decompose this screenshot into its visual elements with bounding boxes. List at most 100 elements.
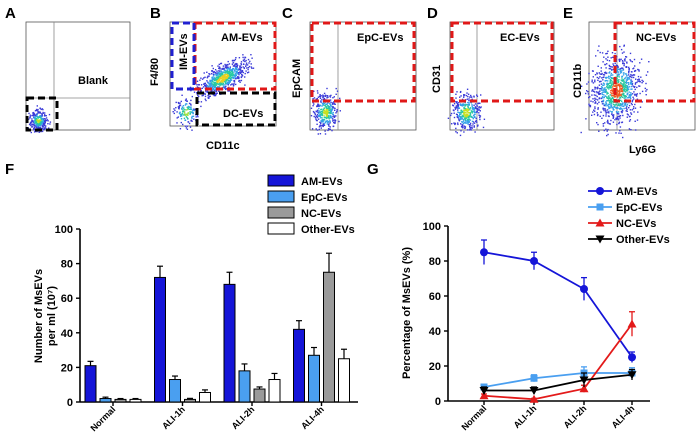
bar-other-evs: [268, 379, 281, 403]
density-dot: [601, 52, 604, 54]
density-dot: [460, 95, 462, 97]
density-dot: [328, 109, 330, 111]
density-dot: [458, 102, 460, 104]
density-dot: [605, 105, 607, 107]
density-dot: [464, 109, 466, 112]
density-dot: [596, 91, 598, 93]
density-dot: [40, 108, 42, 111]
density-dot: [232, 65, 235, 67]
density-dot: [44, 112, 46, 114]
density-dot: [217, 73, 219, 76]
density-dot: [616, 56, 618, 58]
density-dot: [318, 112, 320, 114]
density-dot: [628, 91, 630, 93]
density-dot: [250, 63, 252, 65]
flow-panel-e: E NC-EVs Ly6G CD11b: [563, 5, 696, 156]
density-dot: [461, 126, 463, 128]
density-dot: [626, 89, 629, 92]
density-dot: [190, 89, 192, 92]
density-dot: [335, 87, 337, 90]
density-dot: [41, 123, 43, 125]
density-dot: [245, 62, 248, 64]
density-dot: [222, 79, 225, 81]
density-dot: [227, 60, 229, 63]
legend-marker-g: [595, 235, 605, 244]
density-dot: [236, 64, 239, 66]
density-dot: [631, 71, 633, 73]
density-dot: [471, 127, 473, 129]
density-dot: [621, 100, 623, 102]
density-dot: [178, 106, 180, 109]
density-dot: [639, 62, 641, 64]
density-dot: [471, 104, 473, 106]
density-dot: [189, 113, 191, 115]
density-dot: [333, 116, 336, 118]
density-dot: [327, 105, 330, 107]
density-dot: [631, 83, 633, 85]
density-dot: [323, 110, 326, 112]
density-dot: [205, 90, 207, 93]
density-dot: [631, 82, 634, 85]
density-dot: [608, 112, 610, 114]
density-dot: [607, 122, 609, 124]
density-dot: [467, 109, 469, 111]
density-dot: [610, 98, 612, 101]
x-tick-label-f: ALI-1h: [160, 404, 187, 431]
density-dot: [599, 88, 601, 90]
density-dot: [187, 112, 189, 114]
density-dot: [603, 96, 605, 98]
density-dot: [626, 85, 629, 87]
density-dot: [620, 104, 622, 107]
density-dot: [318, 105, 320, 108]
density-dot: [628, 95, 630, 97]
density-dot: [213, 83, 216, 85]
density-dot: [473, 107, 476, 109]
density-dot: [215, 82, 218, 84]
density-dot: [467, 123, 469, 125]
density-dot: [42, 123, 45, 126]
density-dot: [611, 100, 614, 103]
density-dot: [220, 81, 222, 83]
density-dot: [610, 105, 613, 107]
density-dot: [624, 78, 626, 80]
density-dot: [610, 74, 612, 76]
density-dot: [462, 127, 464, 129]
density-dot: [587, 91, 589, 93]
density-dot: [322, 104, 324, 106]
density-dot: [30, 124, 32, 126]
density-dot: [604, 95, 606, 97]
density-dot: [196, 114, 199, 117]
density-dot: [596, 99, 599, 101]
density-dot: [467, 110, 469, 113]
density-dot: [462, 111, 464, 113]
density-dot: [616, 106, 619, 109]
density-dot: [460, 104, 462, 106]
density-dot: [621, 108, 623, 110]
density-dot: [325, 114, 327, 116]
density-dot: [592, 70, 594, 72]
bar-nc-evs: [323, 271, 335, 403]
density-dot: [186, 114, 188, 116]
density-dot: [467, 104, 469, 106]
density-dot: [611, 77, 613, 79]
density-dot: [605, 53, 607, 55]
density-dot: [623, 107, 625, 110]
legend-label-g: Other-EVs: [616, 234, 670, 246]
density-dot: [619, 97, 621, 99]
density-dot: [38, 119, 40, 122]
density-dot: [450, 114, 452, 117]
density-dot: [327, 105, 329, 107]
x-tick-label-f: ALI-2h: [230, 404, 257, 431]
density-dot: [224, 66, 227, 69]
density-dot: [622, 96, 624, 98]
density-dot: [638, 79, 641, 81]
point-am-evs: [580, 285, 588, 293]
panel-label-a: A: [5, 5, 16, 22]
gate-nc-evs: [613, 21, 696, 103]
density-dot: [607, 121, 609, 123]
density-dot: [626, 79, 629, 81]
density-dot: [327, 96, 329, 98]
density-dot: [319, 94, 321, 96]
density-dot: [229, 69, 231, 71]
